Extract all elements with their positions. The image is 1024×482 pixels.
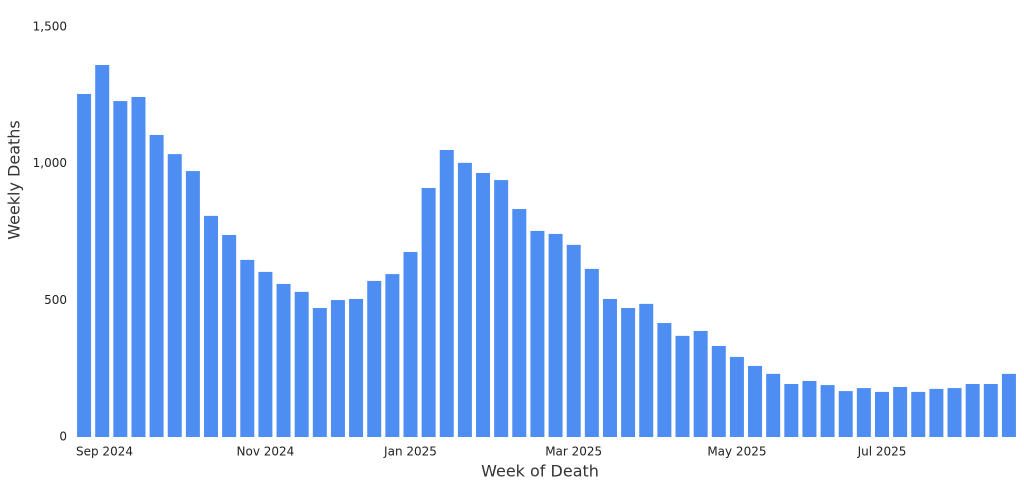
bar [457, 162, 472, 437]
bar [748, 365, 763, 437]
bar [276, 283, 291, 437]
bar [675, 335, 690, 437]
bar [693, 330, 708, 437]
bar [838, 391, 853, 437]
bar [639, 303, 654, 437]
bar [403, 251, 418, 437]
bar [530, 230, 545, 437]
bar [584, 268, 599, 437]
x-axis-title: Week of Death [481, 462, 599, 481]
bar [204, 215, 219, 437]
bar [965, 383, 980, 437]
bar [294, 291, 309, 437]
bar [802, 380, 817, 437]
bar [330, 300, 345, 437]
bar [385, 274, 400, 437]
bar [494, 180, 509, 438]
x-tick-label: Sep 2024 [76, 445, 133, 459]
bar [856, 388, 871, 437]
bar [439, 150, 454, 437]
x-tick-label: May 2025 [707, 445, 766, 459]
bar [77, 93, 92, 437]
bar [947, 388, 962, 437]
x-tick-label: Nov 2024 [237, 445, 295, 459]
bar [240, 259, 255, 437]
bar [983, 383, 998, 437]
bar [258, 271, 273, 437]
bar [602, 298, 617, 437]
y-tick-label: 1,500 [33, 20, 67, 34]
bar [421, 187, 436, 437]
x-tick-label: Jan 2025 [383, 445, 437, 459]
bar [512, 209, 527, 437]
bar [367, 280, 382, 437]
bar [113, 101, 128, 437]
bar [476, 172, 491, 437]
x-tick-label: Jul 2025 [857, 445, 907, 459]
y-tick-label: 0 [59, 430, 67, 444]
bar [149, 134, 164, 437]
bar [566, 244, 581, 437]
bar [874, 391, 889, 437]
bar [911, 391, 926, 437]
bar [95, 64, 110, 437]
bar [222, 235, 237, 437]
y-tick-label: 1,000 [33, 156, 67, 170]
bar [820, 385, 835, 437]
bar [131, 96, 146, 438]
bar [621, 307, 636, 437]
bar [349, 298, 364, 437]
bar [548, 233, 563, 437]
y-axis-title: Weekly Deaths [5, 120, 24, 240]
bar [929, 388, 944, 437]
bar [185, 171, 200, 437]
bar [729, 356, 744, 437]
bar [657, 323, 672, 437]
bar [893, 386, 908, 437]
bar [784, 383, 799, 437]
bar [167, 154, 182, 437]
y-tick-label: 500 [44, 293, 67, 307]
bar [1001, 373, 1016, 437]
bar [312, 307, 327, 437]
bar [711, 345, 726, 437]
x-tick-label: Mar 2025 [545, 445, 602, 459]
bar [766, 373, 781, 437]
